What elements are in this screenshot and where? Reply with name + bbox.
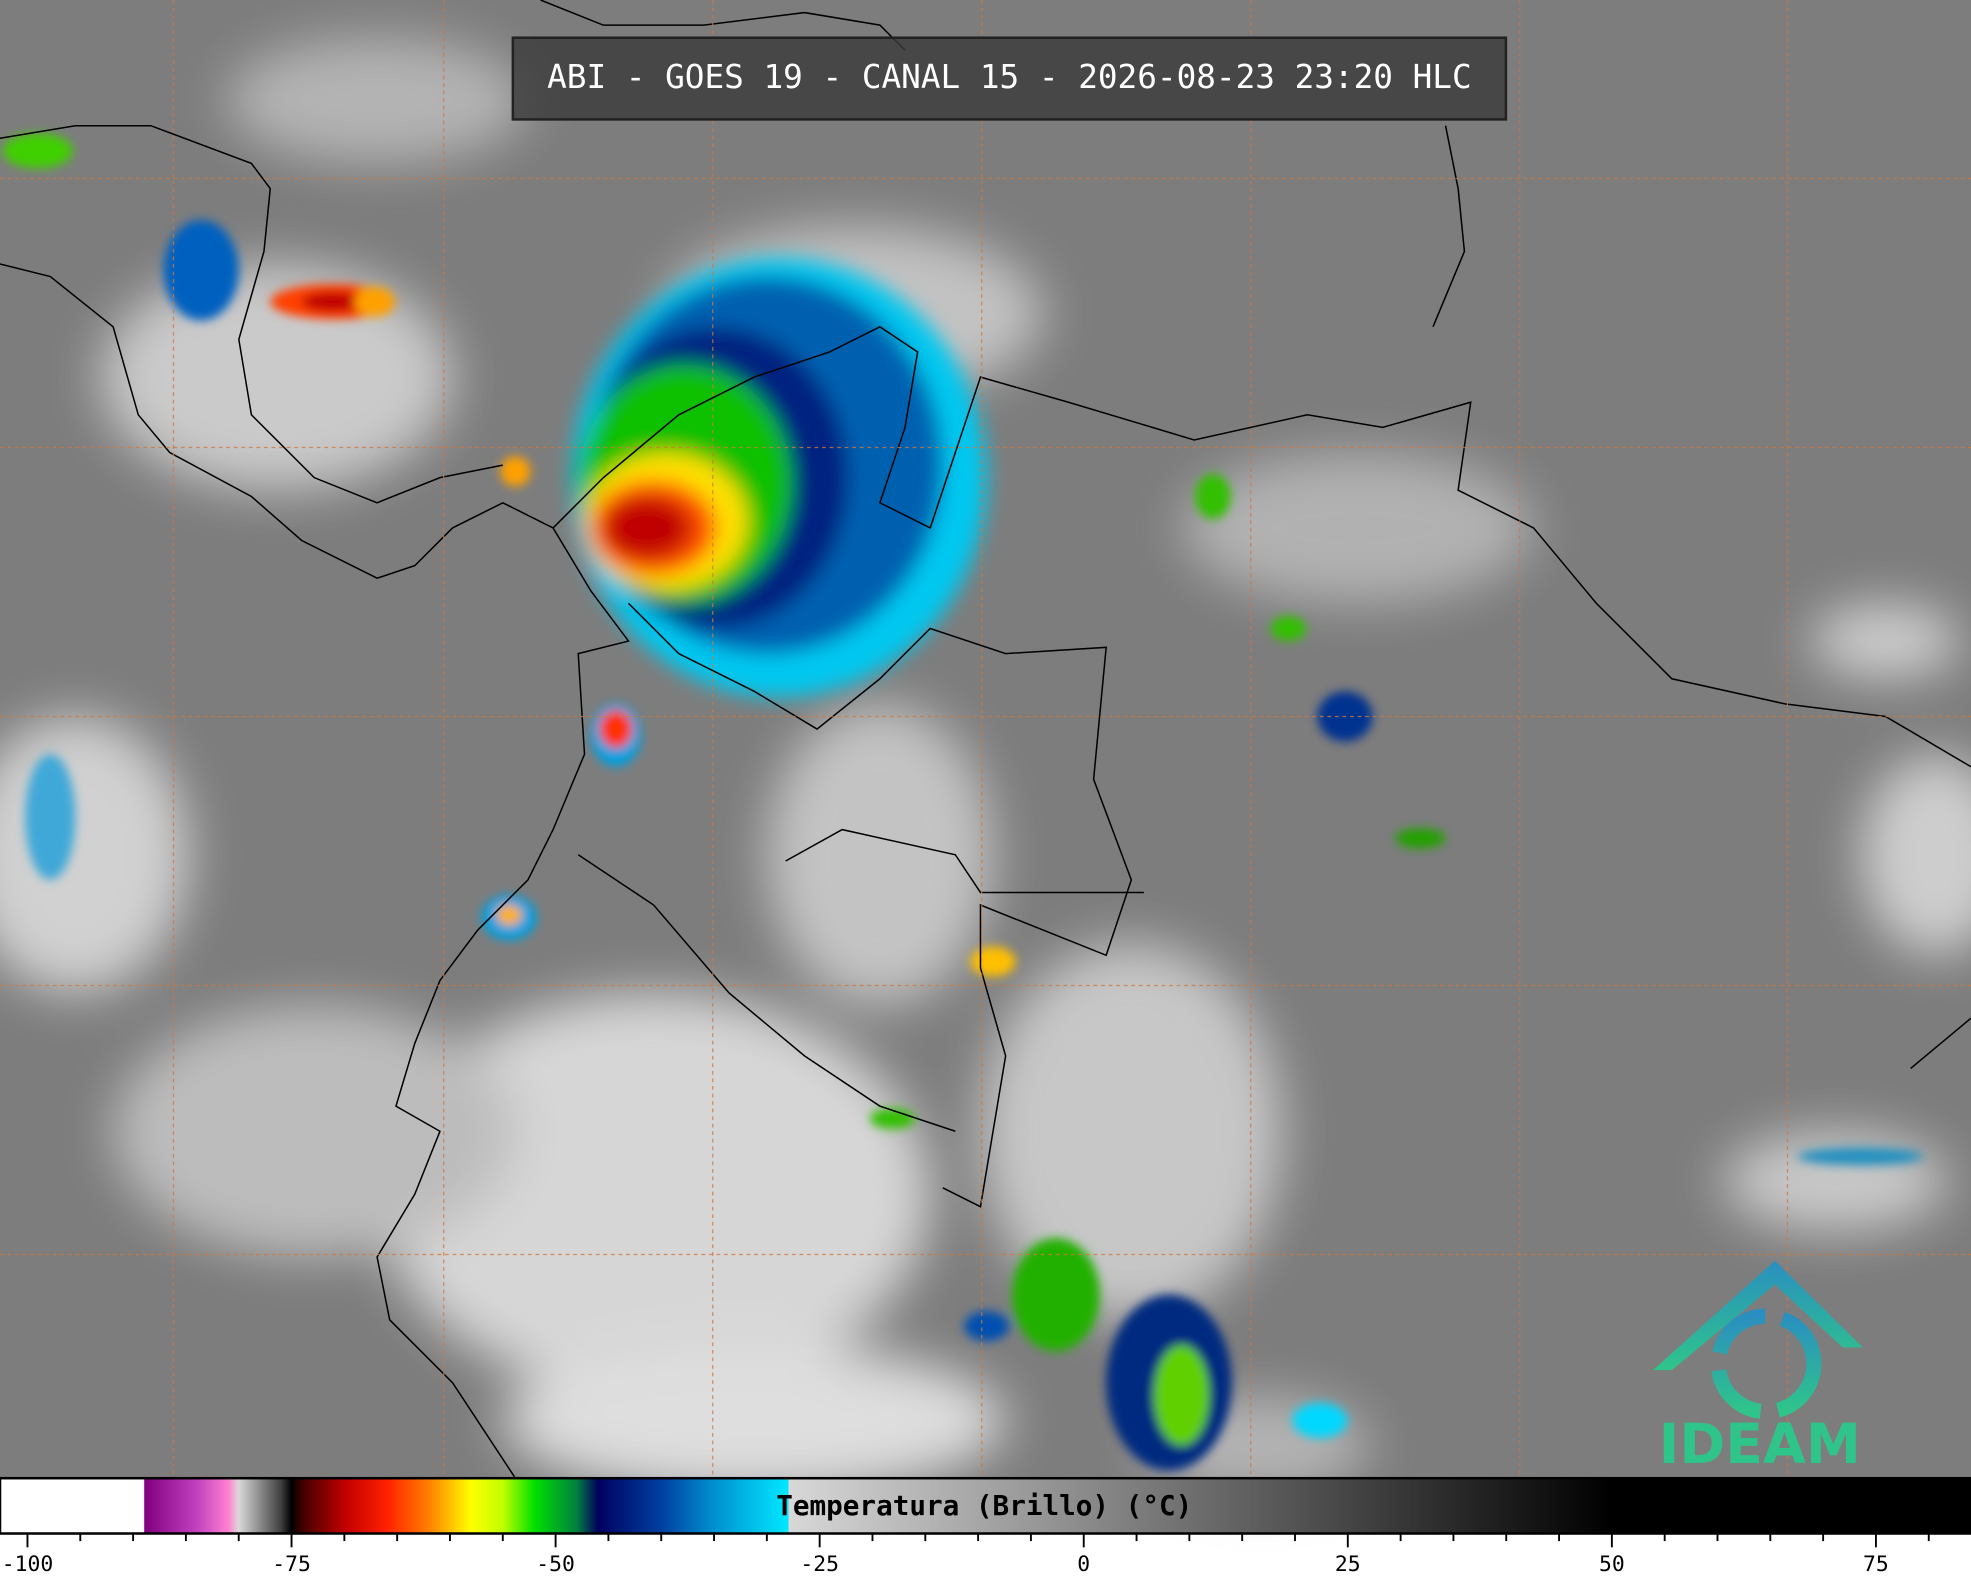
background: [0, 0, 1971, 1479]
logo-text: IDEAM: [1659, 1413, 1861, 1477]
small-storms: [2, 133, 1924, 1471]
title: ABI - GOES 19 - CANAL 15 - 2026-08-23 23…: [547, 58, 1472, 96]
tick-label: 25: [1335, 1552, 1361, 1577]
colorbar-label: Temperatura (Brillo) (°C): [776, 1489, 1192, 1522]
graticule: [0, 0, 1971, 1479]
tick-label: -75: [272, 1552, 311, 1577]
colorbar-ramp: [0, 1476, 1971, 1535]
logo-roof: [1652, 1260, 1863, 1371]
tick-label: 50: [1599, 1552, 1625, 1577]
tick-label: -25: [800, 1552, 839, 1577]
main-storm: [571, 257, 987, 698]
tick-label: -100: [2, 1552, 53, 1577]
tick-label: 75: [1863, 1552, 1889, 1577]
logo: IDEAM: [1652, 1260, 1863, 1477]
coastlines: [0, 0, 1971, 1479]
map: [0, 0, 1971, 1496]
title-background: [511, 36, 1508, 121]
title-box: ABI - GOES 19 - CANAL 15 - 2026-08-23 23…: [511, 36, 1508, 121]
tick-label: -50: [536, 1552, 575, 1577]
tick-label: 0: [1077, 1552, 1090, 1577]
storms: [2, 133, 1924, 1471]
logo-swirl: [1710, 1308, 1822, 1420]
colorbar: Temperatura (Brillo) (°C) -100 -75 -50 -25 0…: [0, 1476, 1971, 1577]
